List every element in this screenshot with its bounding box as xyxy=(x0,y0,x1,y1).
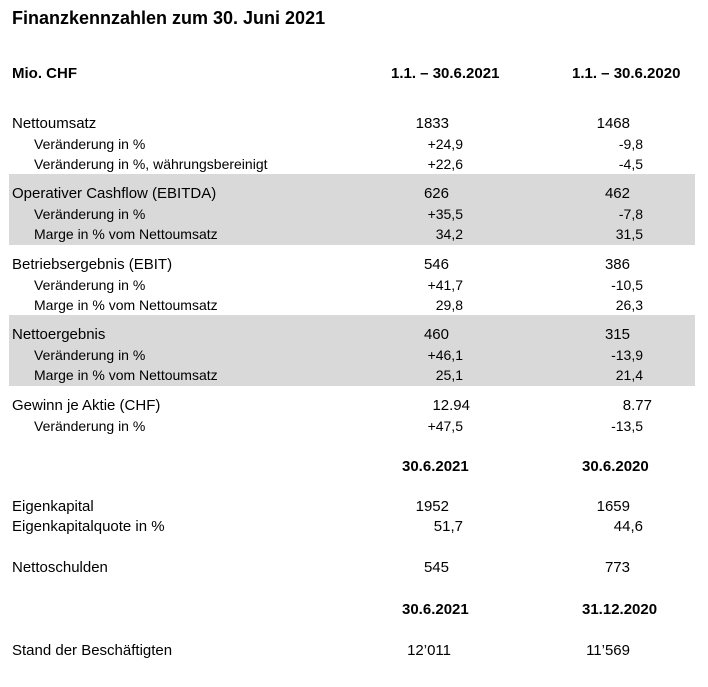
employees-header-col1: 30.6.2021 xyxy=(402,601,469,618)
value-col2: 11’569 xyxy=(586,642,630,659)
value-2021: 29,8 xyxy=(435,297,463,313)
value-2021: +41,7 xyxy=(427,277,463,293)
value-2020: 386 xyxy=(604,256,630,273)
value-col1: 51,7 xyxy=(433,518,463,535)
value-2020: -9,8 xyxy=(618,136,643,152)
value-2020: -7,8 xyxy=(618,206,643,222)
row-label: Veränderung in % xyxy=(34,347,146,363)
value-col1: 12’011 xyxy=(407,642,451,659)
value-2020: -13,5 xyxy=(611,418,643,434)
row-label: Betriebsergebnis (EBIT) xyxy=(12,256,173,273)
value-2020: -13,9 xyxy=(611,347,643,363)
value-col1: 1952 xyxy=(415,498,449,515)
value-2021: 12.94 xyxy=(432,397,470,414)
unit-header: Mio. CHF xyxy=(12,65,77,82)
value-col2: 1659 xyxy=(596,498,630,515)
row-label: Veränderung in % xyxy=(34,418,146,434)
value-2020: 8.77 xyxy=(622,397,652,414)
value-2021: 1833 xyxy=(415,115,449,132)
value-2021: +46,1 xyxy=(427,347,463,363)
row-label: Marge in % vom Nettoumsatz xyxy=(34,226,218,242)
value-2021: +22,6 xyxy=(427,156,463,172)
value-2021: 25,1 xyxy=(435,367,463,383)
value-2020: -4,5 xyxy=(618,156,643,172)
value-2020: 462 xyxy=(604,185,630,202)
row-label: Marge in % vom Nettoumsatz xyxy=(34,367,218,383)
row-label: Stand der Beschäftigten xyxy=(12,642,173,659)
employees-header-col2: 31.12.2020 xyxy=(582,601,658,618)
page-title: Finanzkennzahlen zum 30. Juni 2021 xyxy=(12,8,326,28)
row-label: Veränderung in % xyxy=(34,136,146,152)
row-label: Operativer Cashflow (EBITDA) xyxy=(12,185,217,202)
value-2020: 31,5 xyxy=(615,226,643,242)
value-2021: 460 xyxy=(423,326,449,343)
value-2021: +24,9 xyxy=(427,136,463,152)
row-label: Veränderung in % xyxy=(34,277,146,293)
value-2021: +35,5 xyxy=(427,206,463,222)
value-2020: 315 xyxy=(604,326,630,343)
column-header-2020: 1.1. – 30.6.2020 xyxy=(572,65,681,82)
value-2021: 34,2 xyxy=(435,226,463,242)
value-col2: 44,6 xyxy=(613,518,643,535)
value-2020: -10,5 xyxy=(611,277,643,293)
value-2021: +47,5 xyxy=(427,418,463,434)
row-label: Marge in % vom Nettoumsatz xyxy=(34,297,218,313)
value-col1: 545 xyxy=(423,559,449,576)
row-label: Nettoumsatz xyxy=(12,115,97,132)
balance-header-col2: 30.6.2020 xyxy=(582,458,649,475)
highlight-band-ebitda xyxy=(9,174,695,245)
row-label: Eigenkapital xyxy=(12,498,94,515)
highlight-band-net-income xyxy=(9,315,695,386)
value-2020: 26,3 xyxy=(615,297,643,313)
value-2021: 546 xyxy=(423,256,449,273)
row-label: Veränderung in %, währungsbereinigt xyxy=(34,156,268,172)
row-label: Gewinn je Aktie (CHF) xyxy=(12,397,161,414)
balance-header-col1: 30.6.2021 xyxy=(402,458,469,475)
column-header-2021: 1.1. – 30.6.2021 xyxy=(391,65,500,82)
value-2021: 626 xyxy=(423,185,449,202)
row-label: Nettoergebnis xyxy=(12,326,106,343)
row-label: Eigenkapitalquote in % xyxy=(12,518,165,535)
value-col2: 773 xyxy=(604,559,630,576)
value-2020: 1468 xyxy=(596,115,630,132)
row-label: Nettoschulden xyxy=(12,559,108,576)
value-2020: 21,4 xyxy=(615,367,643,383)
row-label: Veränderung in % xyxy=(34,206,146,222)
